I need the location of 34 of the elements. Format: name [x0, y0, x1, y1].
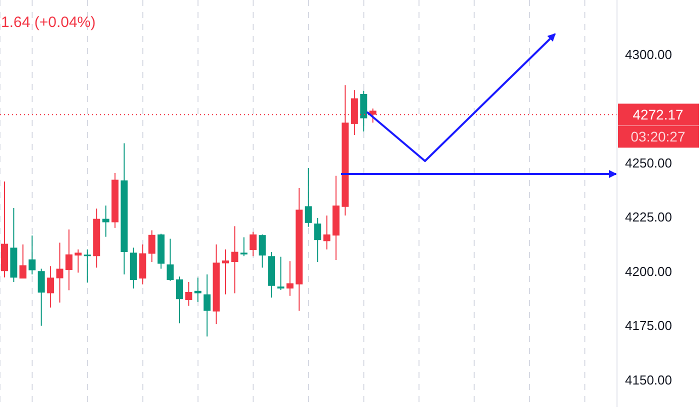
candlestick — [65, 228, 72, 291]
candlestick — [47, 266, 54, 308]
candlestick — [222, 248, 230, 295]
annotation: 1.64 (+0.04%) — [1, 14, 96, 31]
text: 03:20:27 — [630, 128, 686, 145]
candlestick — [185, 281, 192, 306]
candlestick — [102, 205, 110, 238]
candlestick — [194, 277, 202, 302]
candlestick — [28, 235, 36, 275]
candlestick — [19, 244, 26, 279]
candlestick — [304, 168, 312, 228]
candlestick — [277, 256, 284, 290]
y-tick-label: 4300.00 — [625, 46, 672, 62]
y-tick-label: 4175.00 — [625, 318, 672, 334]
y-tick-label: 4150.00 — [625, 372, 672, 388]
candlestick — [176, 276, 183, 324]
candlestick — [250, 231, 257, 257]
y-tick-label: 4250.00 — [625, 155, 672, 170]
candlestick — [231, 226, 238, 294]
candlestick — [56, 242, 64, 304]
ref-line-label: 4272.17 — [632, 106, 684, 123]
candlestick — [84, 248, 91, 284]
candlestick — [148, 230, 156, 262]
y-tick-label: 4225.00 — [625, 210, 672, 225]
candlestick — [204, 274, 211, 337]
candlestick — [258, 234, 266, 268]
candlestick — [286, 260, 294, 296]
candlestick — [38, 268, 45, 326]
candlestick — [240, 236, 248, 257]
candlestick — [323, 215, 330, 250]
candlestick — [74, 248, 82, 274]
candlestick — [314, 217, 322, 262]
y-tick-label: 4200.00 — [625, 264, 672, 279]
candlestick — [166, 238, 174, 282]
